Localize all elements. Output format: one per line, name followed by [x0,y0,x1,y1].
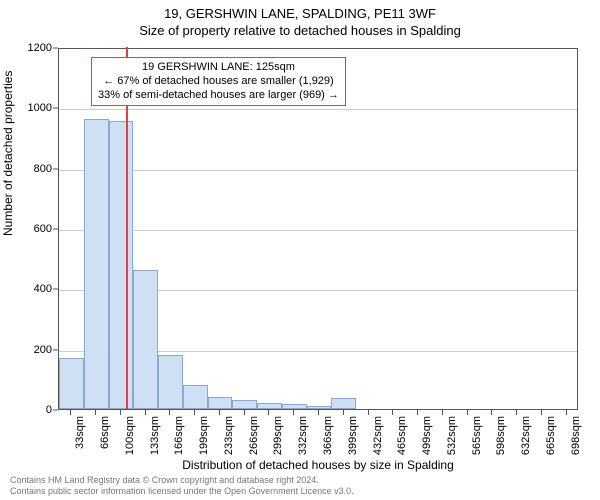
histogram-bar [257,403,282,409]
x-tick-label: 299sqm [272,416,284,455]
x-tick-label: 233sqm [223,416,235,455]
annotation-line: ← 67% of detached houses are smaller (1,… [98,75,339,89]
y-axis: 020040060080010001200 [0,48,58,410]
x-tick-mark [318,410,319,415]
histogram-bar [133,270,158,409]
histogram-bar [109,121,134,409]
annotation-box: 19 GERSHWIN LANE: 125sqm← 67% of detache… [91,57,346,106]
grid-line [59,230,577,231]
histogram-bar [208,397,233,409]
x-tick-label: 565sqm [471,416,483,455]
histogram-bar [331,398,356,409]
y-tick-label: 1200 [28,42,52,54]
x-axis-label: Distribution of detached houses by size … [58,458,578,472]
attribution-line-2: Contains public sector information licen… [10,486,354,496]
attribution-line-1: Contains HM Land Registry data © Crown c… [10,475,354,485]
grid-line [59,109,577,110]
x-tick-mark [541,410,542,415]
x-tick-label: 33sqm [74,416,86,449]
x-tick-mark [516,410,517,415]
x-tick-label: 665sqm [545,416,557,455]
histogram-bar [158,355,183,409]
x-tick-mark [70,410,71,415]
title-subtitle: Size of property relative to detached ho… [0,21,600,38]
histogram-bar [59,358,84,409]
x-tick-label: 698sqm [570,416,582,455]
x-tick-label: 465sqm [396,416,408,455]
x-tick-mark [219,410,220,415]
plot-area: 19 GERSHWIN LANE: 125sqm← 67% of detache… [58,48,578,410]
x-tick-mark [491,410,492,415]
x-tick-mark [467,410,468,415]
x-tick-label: 199sqm [198,416,210,455]
x-tick-label: 66sqm [99,416,111,449]
histogram-bar [307,406,332,409]
annotation-line: 19 GERSHWIN LANE: 125sqm [98,61,339,75]
x-tick-label: 632sqm [520,416,532,455]
x-tick-label: 432sqm [372,416,384,455]
x-tick-label: 332sqm [297,416,309,455]
x-tick-mark [343,410,344,415]
grid-line [59,170,577,171]
x-tick-mark [368,410,369,415]
x-tick-label: 100sqm [124,416,136,455]
x-tick-mark [442,410,443,415]
x-tick-mark [392,410,393,415]
histogram-bar [232,400,257,409]
chart-container: 19, GERSHWIN LANE, SPALDING, PE11 3WF Si… [0,0,600,500]
x-tick-mark [244,410,245,415]
y-tick-label: 400 [34,283,52,295]
x-tick-mark [417,410,418,415]
attribution-text: Contains HM Land Registry data © Crown c… [10,475,354,496]
x-axis: 33sqm 66sqm 100sqm 133sqm 166sqm 199sqm 233sqm… [58,410,578,460]
histogram-bar [183,385,208,409]
x-tick-label: 133sqm [149,416,161,455]
histogram-bar [282,404,307,409]
x-tick-mark [268,410,269,415]
y-tick-label: 0 [46,404,52,416]
x-tick-mark [120,410,121,415]
x-tick-mark [293,410,294,415]
y-tick-label: 600 [34,223,52,235]
x-tick-mark [169,410,170,415]
x-tick-mark [145,410,146,415]
x-tick-label: 499sqm [421,416,433,455]
y-tick-label: 800 [34,163,52,175]
y-tick-label: 200 [34,344,52,356]
x-tick-label: 532sqm [446,416,458,455]
annotation-line: 33% of semi-detached houses are larger (… [98,89,339,103]
x-tick-label: 598sqm [495,416,507,455]
x-tick-label: 266sqm [248,416,260,455]
x-tick-label: 399sqm [347,416,359,455]
x-tick-mark [95,410,96,415]
title-address: 19, GERSHWIN LANE, SPALDING, PE11 3WF [0,0,600,21]
y-tick-label: 1000 [28,102,52,114]
histogram-bar [84,119,109,409]
x-tick-label: 366sqm [322,416,334,455]
x-tick-mark [194,410,195,415]
x-tick-mark [566,410,567,415]
x-tick-label: 166sqm [173,416,185,455]
